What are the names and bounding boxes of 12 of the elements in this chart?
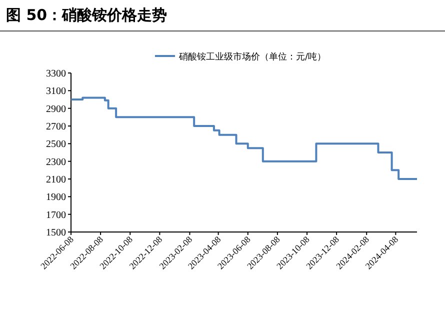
chart-title: 图 50：硝酸铵价格走势 <box>6 6 168 24</box>
y-tick-label: 3300 <box>46 68 66 80</box>
y-tick-label: 1900 <box>46 192 66 204</box>
y-tick-label: 2100 <box>46 174 66 186</box>
y-tick-label: 1700 <box>46 210 66 221</box>
y-tick-label: 2300 <box>46 156 66 168</box>
y-tick-label: 3100 <box>46 86 66 98</box>
y-tick-label: 2700 <box>46 122 66 132</box>
y-tick-label: 2900 <box>46 104 66 115</box>
y-tick-label: 2500 <box>46 139 66 150</box>
legend-label: 硝酸铵工业级市场价（单位：元/吨） <box>178 52 326 62</box>
y-tick-label: 1500 <box>46 228 66 238</box>
